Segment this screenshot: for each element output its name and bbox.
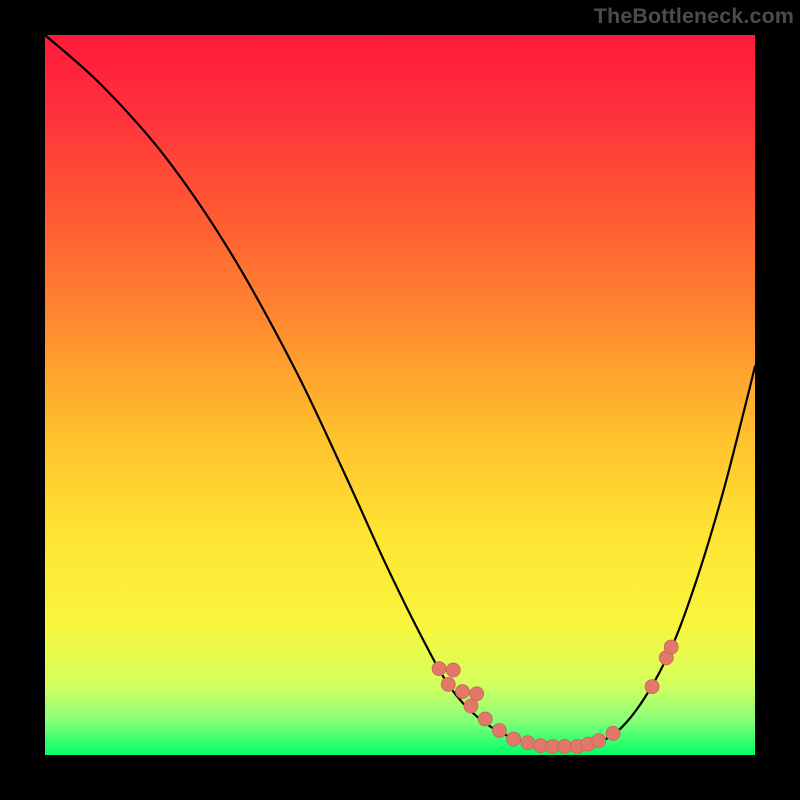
data-marker [606,726,620,740]
data-marker [441,677,455,691]
data-marker [492,724,506,738]
data-marker [455,685,469,699]
data-marker [558,739,572,753]
data-marker [432,662,446,676]
data-marker [592,734,606,748]
data-marker [507,732,521,746]
data-marker [521,736,535,750]
data-marker [446,663,460,677]
data-marker [470,687,484,701]
data-marker [664,640,678,654]
chart-container: TheBottleneck.com [0,0,800,800]
watermark-text: TheBottleneck.com [594,4,794,29]
gradient-plot-area [45,35,755,755]
data-marker [645,680,659,694]
data-marker [478,712,492,726]
bottleneck-curve-chart [0,0,800,800]
